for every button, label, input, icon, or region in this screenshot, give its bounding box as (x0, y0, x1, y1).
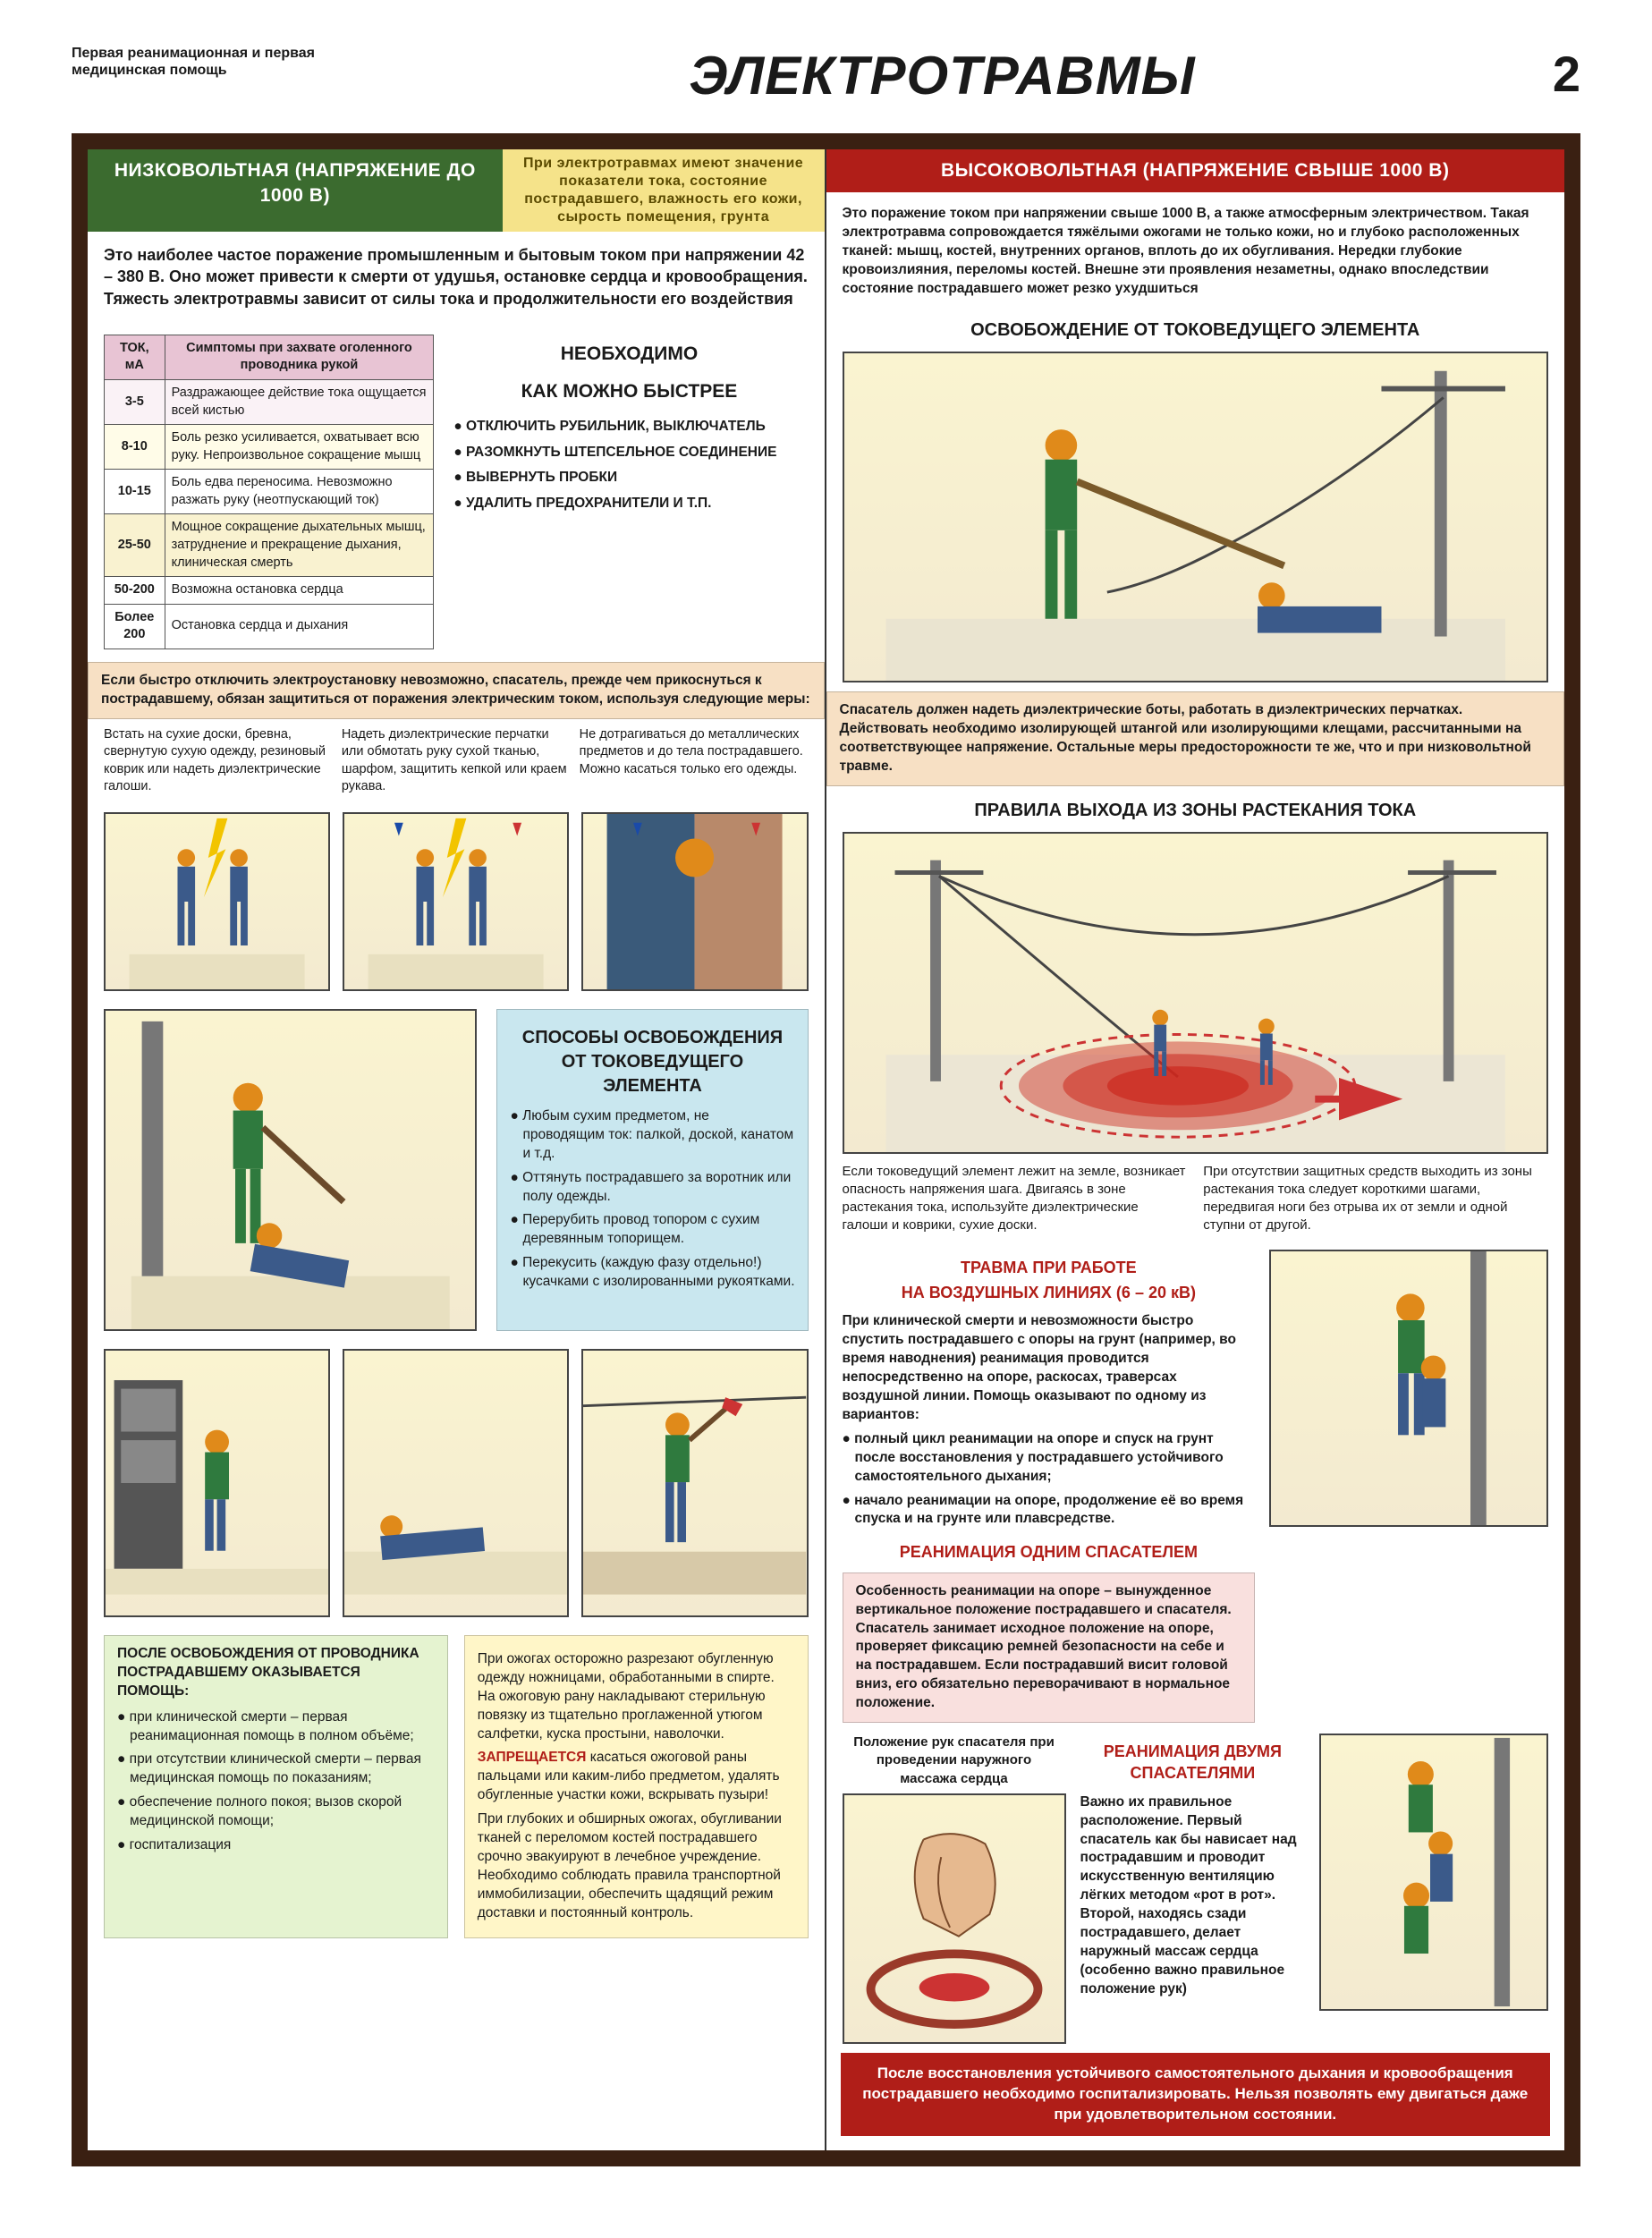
poster-frame: НИЗКОВОЛЬТНАЯ (НАПРЯЖЕНИЕ ДО 1000 В) При… (72, 133, 1580, 2166)
necess-item: ВЫВЕРНУТЬ ПРОБКИ (453, 469, 808, 487)
zone-note-right: При отсутствии защитных средств выходить… (1203, 1163, 1548, 1235)
airline-title-1: ТРАВМА ПРИ РАБОТЕ (843, 1257, 1256, 1278)
table-row: Более 200 (105, 604, 165, 649)
illus-step-voltage-zone (843, 832, 1549, 1154)
illus-victim-lying (343, 1349, 569, 1617)
necess-title-1: НЕОБХОДИМО (450, 342, 808, 367)
duo-rescue-title: РЕАНИМАЦИЯ ДВУМЯ СПАСАТЕЛЯМИ (1080, 1741, 1306, 1784)
low-voltage-column: НИЗКОВОЛЬТНАЯ (НАПРЯЖЕНИЕ ДО 1000 В) При… (88, 149, 826, 2150)
airline-item: полный цикл реанимации на опоре и спуск … (843, 1430, 1256, 1487)
illus-hand-position (843, 1793, 1066, 2044)
release-item: Перекусить (каждую фазу отдельно!) кусач… (510, 1254, 794, 1292)
center-banner-note: При электротравмах имеют значение показа… (503, 149, 825, 232)
low-voltage-intro: Это наиболее частое поражение промышленн… (88, 232, 825, 322)
solo-rescue-note: Особенность реанимации на опоре – вынужд… (843, 1573, 1256, 1723)
table-col-symptom: Симптомы при захвате оголенного проводни… (165, 335, 434, 379)
after-title: ПОСЛЕ ОСВОБОЖДЕНИЯ ОТ ПРОВОДНИКА ПОСТРАД… (117, 1645, 435, 1701)
illus-stand-on-insulation (104, 812, 330, 991)
page-number: 2 (1527, 45, 1580, 103)
table-row: 8-10 (105, 425, 165, 470)
high-voltage-intro: Это поражение током при напряжении свыше… (826, 192, 1565, 311)
release-item: Любым сухим предметом, не проводящим ток… (510, 1107, 794, 1164)
after-item: обеспечение полного покоя; вызов скорой … (117, 1793, 435, 1831)
rescuer-ppe-note: Спасатель должен надеть диэлектрические … (826, 691, 1565, 786)
release-item: Оттянуть пострадавшего за воротник или п… (510, 1169, 794, 1207)
solo-rescue-title: РЕАНИМАЦИЯ ОДНИМ СПАСАТЕЛЕМ (843, 1541, 1256, 1563)
measure-2: Надеть диэлектрические перчатки или обмо… (342, 726, 571, 796)
high-voltage-column: ВЫСОКОВОЛЬТНАЯ (НАПРЯЖЕНИЕ СВЫШЕ 1000 В)… (826, 149, 1565, 2150)
after-item: госпитализация (117, 1836, 435, 1855)
zone-note-left: Если токоведущий элемент лежит на земле,… (843, 1163, 1188, 1235)
table-row: 50-200 (105, 577, 165, 605)
step-zone-title: ПРАВИЛА ВЫХОДА ИЗ ЗОНЫ РАСТЕКАНИЯ ТОКА (826, 799, 1565, 823)
illus-no-touch-body (581, 812, 808, 991)
release-methods-box: СПОСОБЫ ОСВОБОЖДЕНИЯ ОТ ТОКОВЕДУЩЕГО ЭЛЕ… (496, 1009, 808, 1331)
necessary-actions-block: НЕОБХОДИМО КАК МОЖНО БЫСТРЕЕ ОТКЛЮЧИТЬ Р… (450, 335, 808, 521)
high-voltage-header: ВЫСОКОВОЛЬТНАЯ (НАПРЯЖЕНИЕ СВЫШЕ 1000 В) (826, 149, 1565, 192)
airline-item: начало реанимации на опоре, продолжение … (843, 1492, 1256, 1530)
necess-item: РАЗОМКНУТЬ ШТЕПСЕЛЬНОЕ СОЕДИНЕНИЕ (453, 444, 808, 462)
illus-insulating-pole-rescue (843, 352, 1549, 682)
page-title: ЭЛЕКТРОТРАВМЫ (358, 45, 1527, 106)
illus-wear-gloves (343, 812, 569, 991)
illus-solo-rescue-on-pole (1269, 1250, 1548, 1527)
illus-cut-wire-axe (581, 1349, 808, 1617)
measure-1: Встать на сухие доски, бревна, свернутую… (104, 726, 333, 796)
release-item: Перерубить провод топором с сухим деревя… (510, 1211, 794, 1249)
illus-pull-by-clothes (104, 1009, 477, 1331)
hv-release-title: ОСВОБОЖДЕНИЕ ОТ ТОКОВЕДУЩЕГО ЭЛЕМЕНТА (826, 318, 1565, 343)
airline-title-2: НА ВОЗДУШНЫХ ЛИНИЯХ (6 – 20 кВ) (843, 1282, 1256, 1303)
after-item: при отсутствии клинической смерти – перв… (117, 1751, 435, 1788)
table-row: 25-50 (105, 514, 165, 577)
protection-note: Если быстро отключить электроустановку н… (88, 662, 825, 719)
burns-p1: При ожогах осторожно разрезают обугленну… (478, 1650, 795, 1744)
necess-item: ОТКЛЮЧИТЬ РУБИЛЬНИК, ВЫКЛЮЧАТЕЛЬ (453, 418, 808, 437)
duo-rescue-text: Важно их правильное расположение. Первый… (1080, 1793, 1306, 1999)
measure-3: Не дотрагиваться до металлических предме… (580, 726, 809, 796)
after-release-box: ПОСЛЕ ОСВОБОЖДЕНИЯ ОТ ПРОВОДНИКА ПОСТРАД… (104, 1635, 448, 1938)
airline-p1: При клинической смерти и невозможности б… (843, 1312, 1256, 1425)
burns-p2: При глубоких и обширных ожогах, обуглива… (478, 1810, 795, 1923)
burns-ban-label: ЗАПРЕЩАЕТСЯ (478, 1750, 587, 1765)
after-item: при клинической смерти – первая реанимац… (117, 1708, 435, 1746)
table-row: 10-15 (105, 470, 165, 514)
necess-item: УДАЛИТЬ ПРЕДОХРАНИТЕЛИ И Т.П. (453, 495, 808, 513)
current-symptoms-table: ТОК, мА Симптомы при захвате оголенного … (104, 335, 434, 649)
illus-switchboard (104, 1349, 330, 1617)
table-row: 3-5 (105, 380, 165, 425)
illus-duo-rescue-on-pole (1319, 1734, 1548, 2011)
low-voltage-header: НИЗКОВОЛЬТНАЯ (НАПРЯЖЕНИЕ ДО 1000 В) (88, 149, 503, 232)
table-col-current: ТОК, мА (105, 335, 165, 379)
protection-measures: Встать на сухие доски, бревна, свернутую… (88, 719, 825, 803)
final-warning: После восстановления устойчивого самосто… (841, 2053, 1551, 2136)
airline-text-block: ТРАВМА ПРИ РАБОТЕ НА ВОЗДУШНЫХ ЛИНИЯХ (6… (843, 1250, 1256, 1723)
necess-title-2: КАК МОЖНО БЫСТРЕЕ (450, 379, 808, 404)
hands-caption: Положение рук спасателя при проведении н… (843, 1734, 1066, 1793)
burns-box: При ожогах осторожно разрезают обугленну… (464, 1635, 809, 1938)
duo-rescue-block: РЕАНИМАЦИЯ ДВУМЯ СПАСАТЕЛЯМИ Важно их пр… (1080, 1734, 1306, 2005)
series-subtitle: Первая реанимационная и первая медицинск… (72, 45, 358, 79)
release-title: СПОСОБЫ ОСВОБОЖДЕНИЯ ОТ ТОКОВЕДУЩЕГО ЭЛЕ… (510, 1026, 794, 1098)
